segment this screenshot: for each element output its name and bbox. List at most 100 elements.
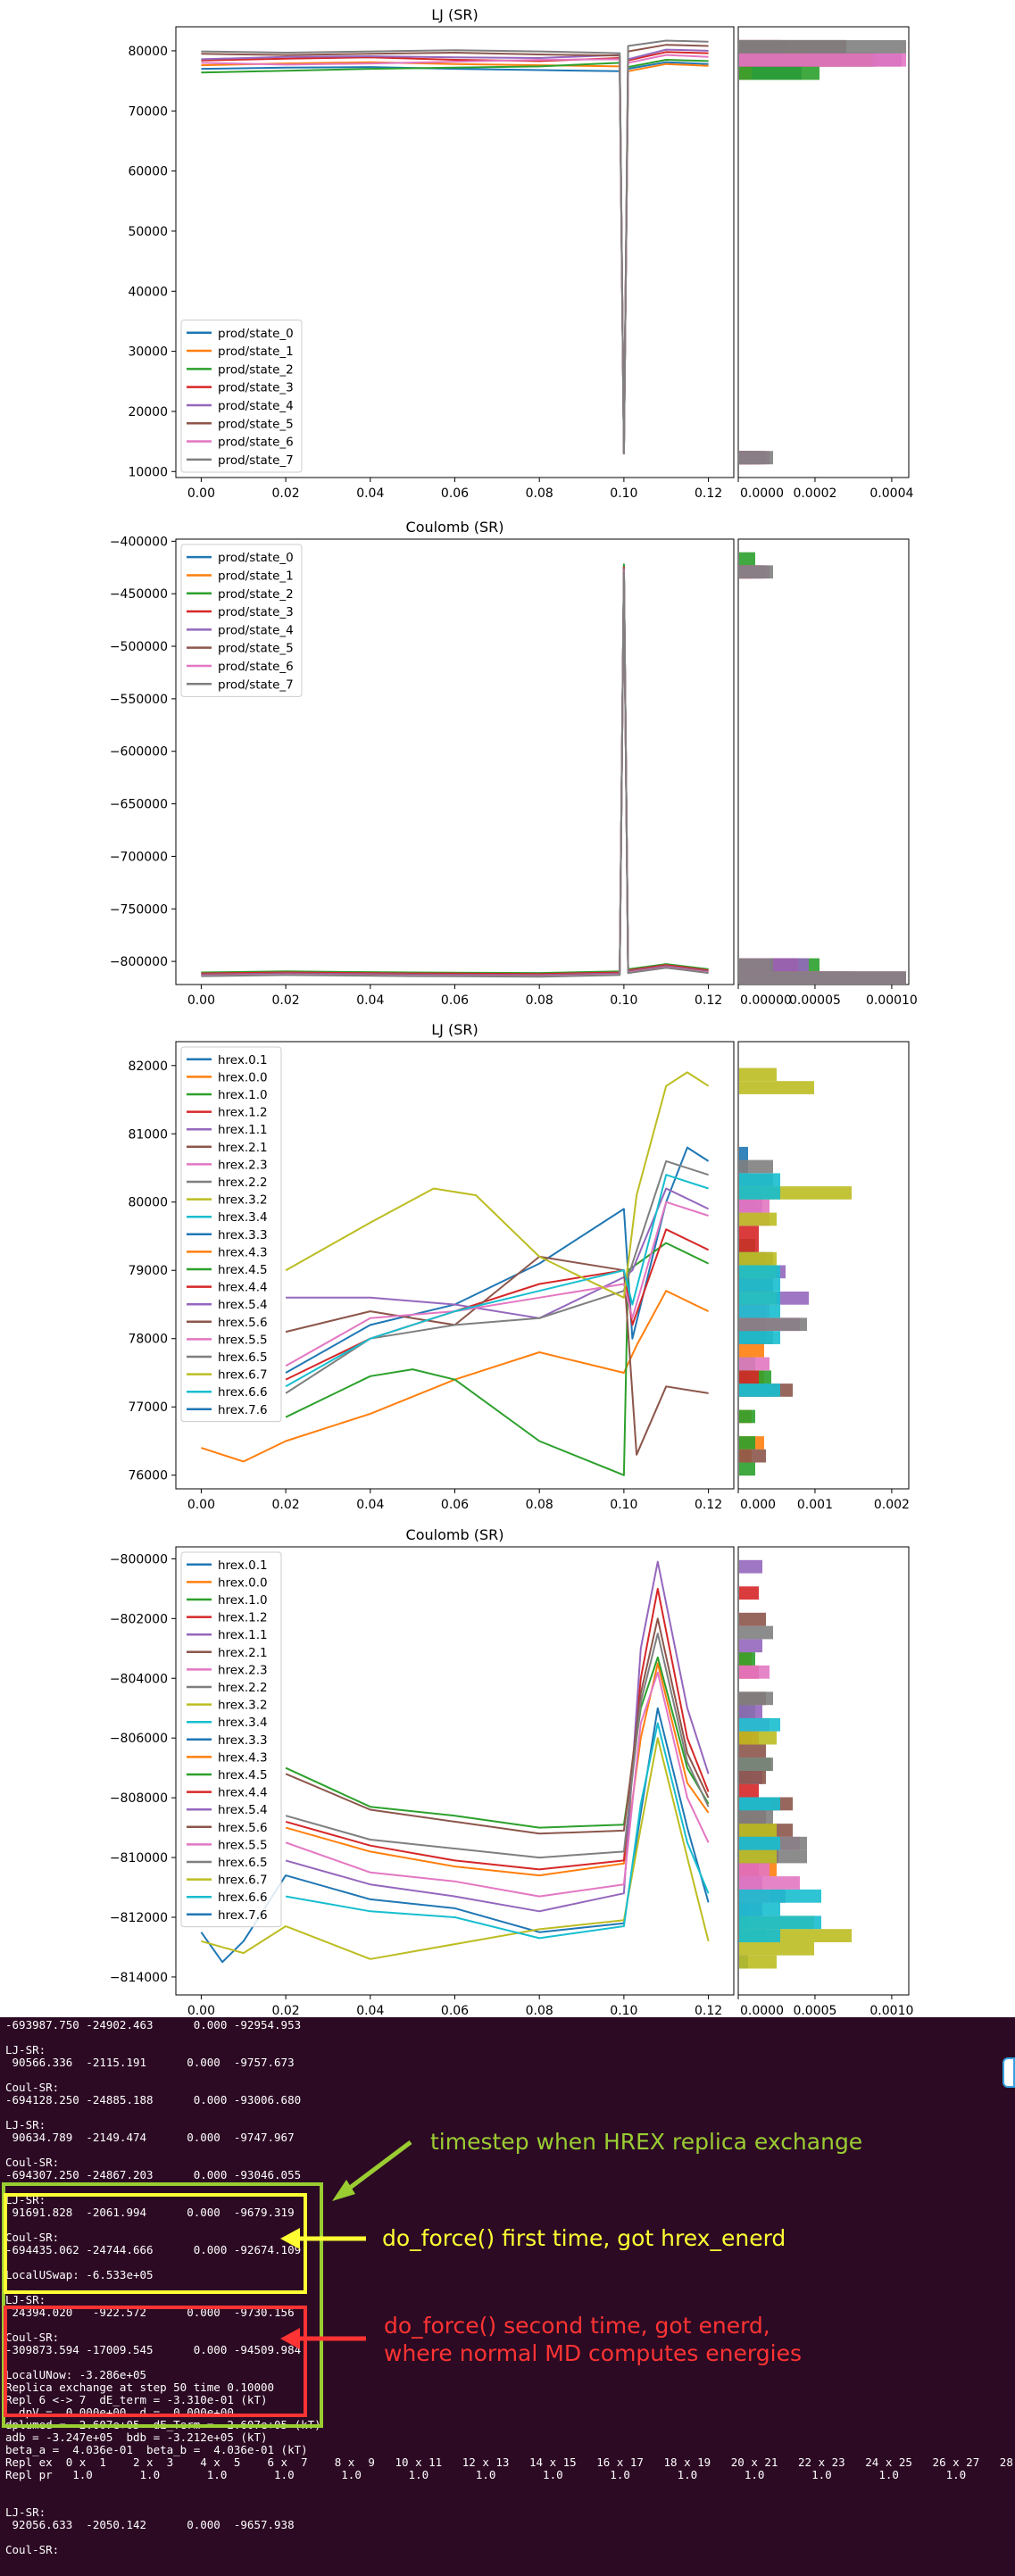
y-tick-label: −400000	[110, 535, 168, 549]
legend-box	[180, 544, 303, 697]
histogram-bar	[739, 1665, 770, 1679]
histogram-bar	[739, 1068, 777, 1082]
legend-label: prod/state_1	[218, 345, 294, 359]
histogram-bar	[739, 1384, 780, 1397]
series-line	[201, 1290, 710, 1463]
legend-label: hrex.3.3	[218, 1733, 268, 1748]
histogram-bar	[739, 1863, 770, 1877]
histogram-bar	[739, 1783, 759, 1798]
histogram-bar	[739, 1146, 748, 1160]
histogram-bar	[739, 39, 906, 54]
histogram-bar	[739, 1331, 780, 1344]
x-tick-label: 0.02	[272, 1498, 300, 1512]
legend-label: hrex.6.6	[218, 1385, 268, 1400]
terminal-line: LocalUSwap: -6.533e+05	[5, 2268, 154, 2281]
legend-label: hrex.4.3	[218, 1245, 268, 1259]
y-tick-label: 76000	[128, 1469, 168, 1483]
legend-label: prod/state_7	[218, 453, 294, 468]
series-line	[201, 59, 709, 455]
histogram-bar	[739, 1717, 780, 1732]
histogram-bar	[739, 1357, 770, 1371]
legend-label: hrex.5.4	[218, 1803, 268, 1817]
histogram-frame	[737, 26, 910, 478]
histogram-bar	[739, 958, 773, 972]
x-tick-label: 0.06	[441, 993, 469, 1008]
histogram-bar	[739, 1186, 780, 1200]
y-tick-label: −800000	[110, 1552, 168, 1566]
legend-label: hrex.6.7	[218, 1368, 268, 1383]
y-tick-label: −450000	[110, 587, 168, 602]
histogram-bar	[739, 1652, 755, 1666]
legend-label: hrex.1.1	[218, 1123, 268, 1137]
legend-label: hrex.0.1	[218, 1558, 268, 1573]
series-line	[285, 1633, 710, 1859]
x-tick-label: 0.06	[441, 1498, 469, 1512]
legend-label: hrex.7.6	[218, 1403, 268, 1417]
y-tick-label: −800000	[110, 955, 168, 969]
x-tick-label: 0.10	[610, 2004, 637, 2017]
chart-title: LJ (SR)	[431, 1021, 478, 1038]
chart-title: Coulomb (SR)	[406, 519, 504, 536]
series-line	[285, 1617, 710, 1835]
terminal-line: Coul-SR:	[5, 2331, 60, 2344]
legend-label: prod/state_2	[218, 362, 294, 377]
histogram-bar	[739, 1824, 777, 1837]
y-tick-label: 30000	[128, 345, 168, 360]
hist-x-tick-label: 0.0005	[793, 2004, 836, 2017]
series-line	[286, 1187, 710, 1319]
legend-label: hrex.4.5	[218, 1768, 268, 1782]
legend-label: hrex.3.2	[218, 1699, 268, 1713]
hist-x-tick-label: 0.0002	[793, 486, 836, 501]
y-tick-label: 50000	[128, 225, 168, 239]
series-line	[285, 1201, 709, 1367]
series-line	[201, 39, 709, 455]
legend-label: hrex.2.2	[218, 1681, 268, 1695]
histogram-bar	[739, 1173, 780, 1187]
y-tick-label: 20000	[128, 405, 168, 420]
hist-x-tick-label: 0.0000	[740, 2004, 784, 2017]
terminal-line: LJ-SR:	[5, 2118, 46, 2131]
y-tick-label: −810000	[110, 1851, 168, 1866]
histogram-bar	[739, 1304, 780, 1318]
legend-label: hrex.2.2	[218, 1176, 268, 1190]
histogram-bar	[739, 1278, 780, 1292]
hist-x-tick-label: 0.001	[797, 1498, 833, 1512]
legend-label: hrex.7.6	[218, 1908, 268, 1923]
terminal-line: -693987.750 -24902.463 0.000 -92954.953	[5, 2018, 302, 2032]
histogram-bar	[739, 1462, 755, 1476]
y-tick-label: 77000	[128, 1400, 168, 1415]
y-tick-label: 10000	[128, 465, 168, 479]
histogram-bar	[739, 1915, 821, 1930]
legend-label: hrex.6.5	[218, 1856, 268, 1870]
y-tick-label: −650000	[110, 798, 168, 812]
x-tick-label: 0.02	[272, 2004, 300, 2017]
red-highlight-box	[4, 2306, 307, 2417]
histogram-bar	[739, 1449, 766, 1463]
y-tick-label: −750000	[110, 902, 168, 917]
histogram-bar	[739, 66, 819, 80]
terminal-line: LJ-SR:	[5, 2293, 46, 2306]
y-tick-label: 82000	[128, 1059, 168, 1074]
terminal-line: 92056.633 -2050.142 0.000 -9657.938	[5, 2518, 295, 2531]
x-tick-label: 0.10	[610, 1498, 637, 1512]
hist-x-tick-label: 0.0010	[869, 2004, 913, 2017]
hist-x-tick-label: 0.002	[874, 1498, 910, 1512]
x-tick-label: 0.06	[441, 486, 469, 501]
sidebar-handle-icon[interactable]	[1003, 2057, 1015, 2088]
legend-label: hrex.4.3	[218, 1750, 268, 1765]
chart-panel: LJ (SR) 0.00 0.02 0.04 0.06 0.08 0.10 0.12 10000…	[128, 6, 913, 501]
series-line	[201, 61, 709, 455]
legend-box	[180, 320, 303, 473]
legend-label: hrex.2.3	[218, 1158, 268, 1172]
histogram-bar	[739, 1705, 762, 1718]
legend-label: prod/state_4	[218, 399, 294, 413]
histogram-bar	[739, 1081, 814, 1094]
series-line	[201, 48, 709, 455]
annotation-second-force: do_force() second time, got enerd, where…	[384, 2313, 802, 2366]
histogram-bar	[739, 1436, 755, 1450]
x-tick-label: 0.08	[526, 1498, 553, 1512]
series-line	[201, 44, 709, 455]
histogram-bar	[739, 1586, 759, 1600]
histogram-bar	[739, 1941, 814, 1956]
legend-label: prod/state_4	[218, 623, 294, 637]
